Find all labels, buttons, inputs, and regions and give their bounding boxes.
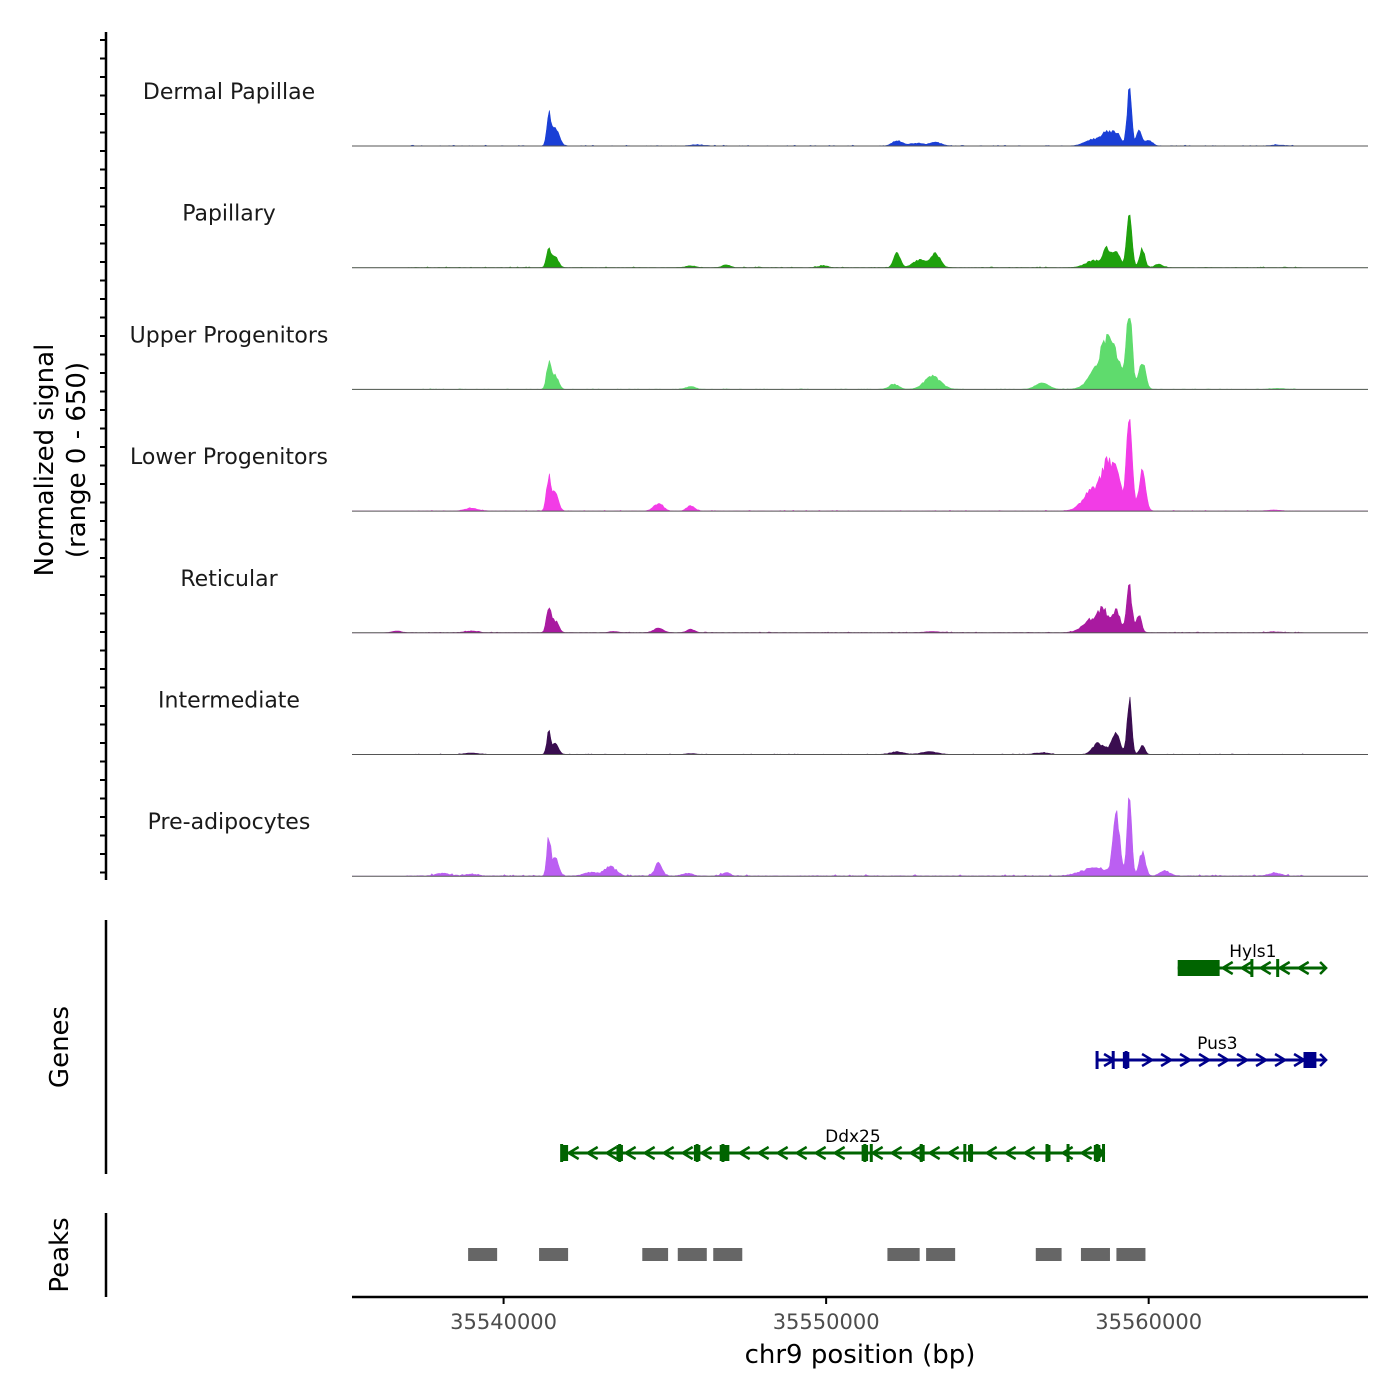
track-label: Lower Progenitors (130, 445, 328, 470)
strand-arrow (889, 1145, 903, 1161)
strand-arrow (794, 1145, 808, 1161)
strand-arrow (1220, 960, 1234, 976)
track-label: Pre-adipocytes (148, 810, 311, 835)
track-label: Papillary (182, 202, 276, 227)
strand-arrow (870, 1145, 884, 1161)
signal-area (352, 696, 1368, 755)
signal-area (352, 87, 1368, 147)
strand-arrow (737, 1145, 751, 1161)
strand-arrow (832, 1145, 846, 1161)
strand-arrow (604, 1145, 618, 1161)
strand-arrow (566, 1145, 580, 1161)
signal-area (352, 214, 1368, 269)
peak-region (1080, 1248, 1110, 1261)
x-tick-label: 35560000 (1095, 1310, 1202, 1334)
peak-region (926, 1248, 956, 1261)
track-label: Reticular (180, 567, 278, 592)
strand-arrow (1003, 1145, 1017, 1161)
y-axis-label-line2: (range 0 - 650) (62, 362, 92, 558)
strand-arrow (585, 1145, 599, 1161)
gene-end-arrow (1096, 1146, 1106, 1160)
strand-arrow (1060, 1145, 1074, 1161)
strand-arrow (1296, 960, 1310, 976)
strand-arrow (1255, 1052, 1269, 1068)
strand-arrow (1141, 1052, 1155, 1068)
x-axis: 35540000 35550000 35560000 (352, 1295, 1368, 1334)
strand-arrow (1274, 1052, 1288, 1068)
signal-area (352, 418, 1368, 512)
strand-arrow (756, 1145, 770, 1161)
strand-arrow (908, 1145, 922, 1161)
strand-arrow (813, 1145, 827, 1161)
peak-region (1116, 1248, 1146, 1261)
peak-region (677, 1248, 707, 1261)
strand-arrow (642, 1145, 656, 1161)
strand-arrow (1293, 1052, 1307, 1068)
strand-arrow (699, 1145, 713, 1161)
strand-arrow (1239, 960, 1253, 976)
peak-region (713, 1248, 743, 1261)
x-axis-title: chr9 position (bp) (745, 1340, 976, 1370)
strand-arrow (1236, 1052, 1250, 1068)
strand-arrow (623, 1145, 637, 1161)
strand-arrow (984, 1145, 998, 1161)
x-tick-label: 35550000 (773, 1310, 880, 1334)
x-tick-label: 35540000 (450, 1310, 557, 1334)
strand-arrow (946, 1145, 960, 1161)
track-label: Upper Progenitors (130, 323, 329, 348)
gene-exon (1177, 960, 1220, 976)
peak-region (642, 1248, 669, 1261)
peak-region (539, 1248, 569, 1261)
peak-region (887, 1248, 920, 1261)
track-label: Dermal Papillae (143, 80, 315, 105)
peak-region (468, 1248, 498, 1261)
strand-arrow (1103, 1052, 1117, 1068)
signal-panel: Dermal Papillae Papillary Upper Progenitor… (100, 32, 1368, 880)
gene-end-arrow (1319, 1053, 1328, 1067)
track-label: Intermediate (158, 689, 300, 714)
gene-exon (561, 1145, 569, 1161)
strand-arrow (661, 1145, 675, 1161)
genes-axis-label: Genes (45, 1006, 75, 1088)
genes-panel: Hyls1 Pus3 Ddx25 (104, 920, 1328, 1174)
strand-arrow (1258, 960, 1272, 976)
signal-area (352, 583, 1368, 634)
peaks-panel (104, 1213, 1146, 1297)
strand-arrow (927, 1145, 941, 1161)
signal-area (352, 797, 1368, 877)
strand-arrow (1160, 1052, 1174, 1068)
gene-end-arrow (1319, 961, 1328, 975)
strand-arrow (680, 1145, 694, 1161)
peak-region (1035, 1248, 1062, 1261)
gene-label: Ddx25 (825, 1127, 881, 1147)
strand-arrow (1198, 1052, 1212, 1068)
gene-label: Hyls1 (1229, 942, 1276, 962)
signal-area (352, 317, 1368, 390)
strand-arrow (1217, 1052, 1231, 1068)
gene-exon (719, 1145, 730, 1161)
gene-exon (1303, 1052, 1317, 1068)
strand-arrow (1179, 1052, 1193, 1068)
y-axis-label-line1: Normalized signal (30, 344, 60, 577)
strand-arrow (775, 1145, 789, 1161)
strand-arrow (1022, 1145, 1036, 1161)
peaks-axis-label: Peaks (45, 1217, 75, 1292)
gene-label: Pus3 (1197, 1034, 1237, 1054)
strand-arrow (1277, 960, 1291, 976)
strand-arrow (1079, 1145, 1093, 1161)
